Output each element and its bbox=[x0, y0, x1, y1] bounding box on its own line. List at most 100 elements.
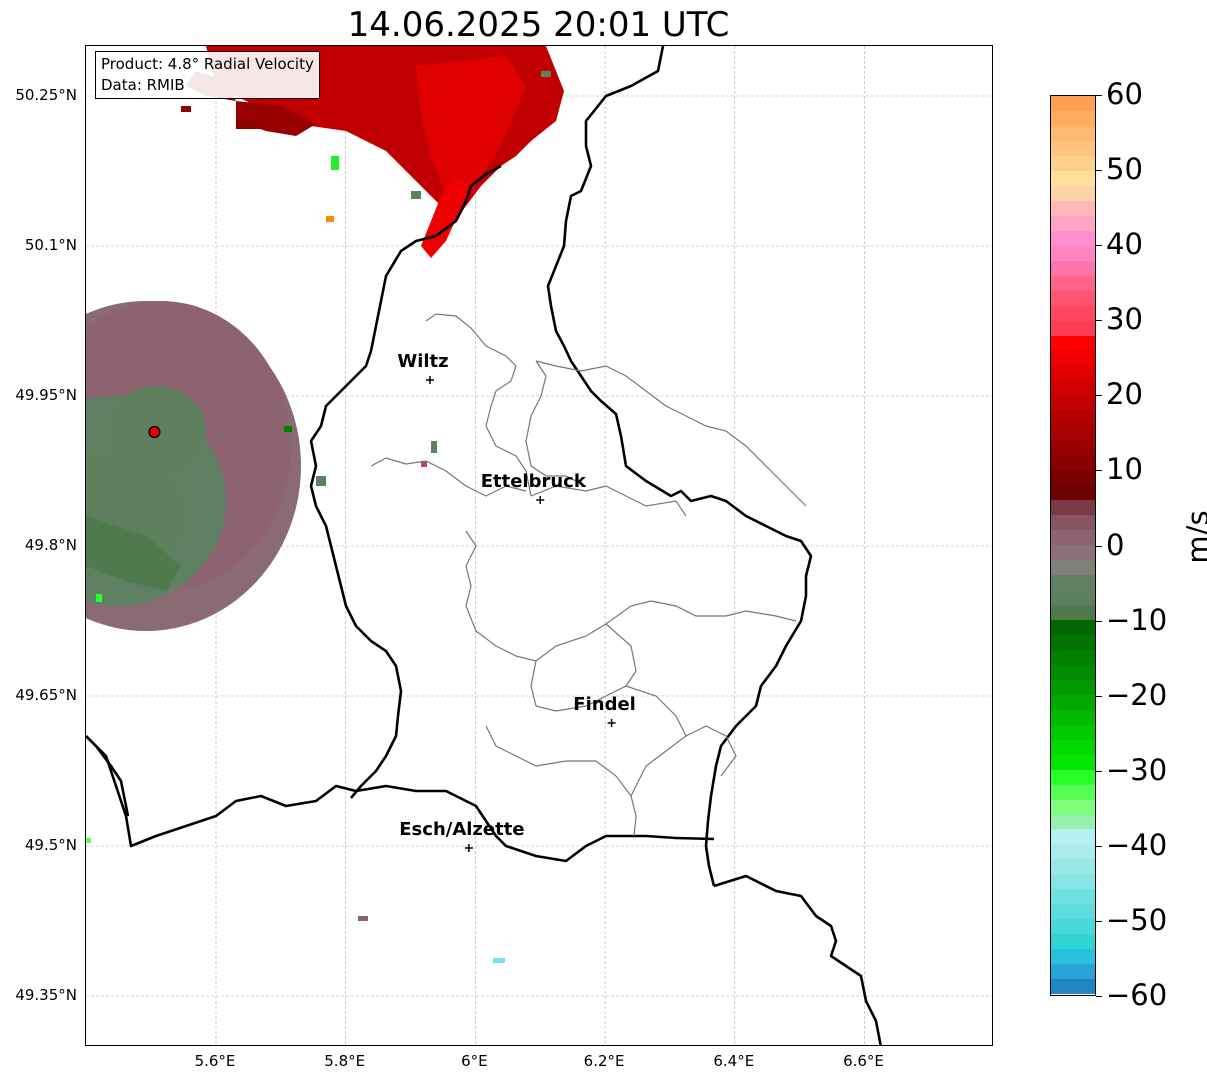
city-label: Findel bbox=[573, 694, 636, 715]
colorbar-segment bbox=[1051, 649, 1095, 665]
colorbar-segment bbox=[1051, 170, 1095, 186]
lat-tick-label: 49.8°N bbox=[24, 536, 77, 554]
city-marker bbox=[464, 844, 473, 852]
colorbar-segment bbox=[1051, 290, 1095, 306]
colorbar-segment bbox=[1051, 589, 1095, 605]
colorbar-segment bbox=[1051, 619, 1095, 635]
colorbar-segment bbox=[1051, 874, 1095, 890]
city-label: Wiltz bbox=[397, 351, 449, 372]
map-area bbox=[85, 45, 993, 1046]
colorbar-tick-mark bbox=[1096, 695, 1102, 697]
city-markers bbox=[426, 376, 616, 852]
colorbar-tick-mark bbox=[1096, 620, 1102, 622]
lon-tick-label: 6.6°E bbox=[843, 1052, 884, 1070]
colorbar-segment bbox=[1051, 110, 1095, 126]
colorbar-segment bbox=[1051, 829, 1095, 845]
colorbar-tick-label: 30 bbox=[1106, 302, 1143, 337]
city-label: Esch/Alzette bbox=[399, 819, 525, 840]
colorbar-segment bbox=[1051, 754, 1095, 770]
colorbar-segment bbox=[1051, 200, 1095, 216]
colorbar-segment bbox=[1051, 410, 1095, 426]
country-borders bbox=[86, 46, 882, 1045]
colorbar-segment bbox=[1051, 125, 1095, 141]
lat-tick-label: 49.95°N bbox=[15, 386, 77, 404]
colorbar-segment bbox=[1051, 694, 1095, 710]
colorbar-tick-label: 10 bbox=[1106, 452, 1143, 487]
colorbar-segment bbox=[1051, 859, 1095, 875]
colorbar-segment bbox=[1051, 515, 1095, 531]
colorbar-segment bbox=[1051, 889, 1095, 905]
map-canvas bbox=[86, 46, 992, 1045]
colorbar-tick-label: 20 bbox=[1106, 377, 1143, 412]
colorbar-segment bbox=[1051, 530, 1095, 546]
lat-tick-label: 49.35°N bbox=[15, 986, 77, 1004]
colorbar-tick-mark bbox=[1096, 170, 1102, 172]
colorbar-segment bbox=[1051, 575, 1095, 590]
colorbar-tick-label: 60 bbox=[1106, 77, 1143, 111]
data-source-label: Data: RMIB bbox=[101, 76, 185, 94]
lat-tick-label: 49.5°N bbox=[24, 836, 77, 854]
colorbar-tick-label: −10 bbox=[1106, 602, 1168, 637]
colorbar-segment bbox=[1051, 634, 1095, 650]
colorbar-tick-mark bbox=[1096, 470, 1102, 472]
colorbar-segment bbox=[1051, 904, 1095, 920]
colorbar-tick-mark bbox=[1096, 320, 1102, 322]
city-label: Ettelbruck bbox=[480, 471, 586, 492]
colorbar-segment bbox=[1051, 979, 1095, 995]
colorbar-segment bbox=[1051, 560, 1095, 575]
colorbar-segment bbox=[1051, 230, 1095, 246]
colorbar-tick-mark bbox=[1096, 245, 1102, 247]
colorbar-tick-label: −30 bbox=[1106, 752, 1168, 787]
colorbar-segment bbox=[1051, 260, 1095, 276]
colorbar-tick-mark bbox=[1096, 920, 1102, 922]
colorbar-segment bbox=[1051, 365, 1095, 381]
lon-tick-label: 6.2°E bbox=[583, 1052, 625, 1070]
lon-tick-label: 5.6°E bbox=[194, 1052, 236, 1070]
lon-tick-label: 5.8°E bbox=[324, 1052, 366, 1070]
product-info-box: Product: 4.8° Radial Velocity Data: RMIB bbox=[95, 51, 320, 99]
velocity-colorbar bbox=[1050, 95, 1096, 996]
city-marker bbox=[426, 376, 435, 384]
colorbar-segment bbox=[1051, 709, 1095, 725]
colorbar-segment bbox=[1051, 155, 1095, 171]
colorbar-segment bbox=[1051, 140, 1095, 156]
colorbar-segment bbox=[1051, 724, 1095, 740]
lon-tick-label: 6°E bbox=[461, 1052, 488, 1070]
colorbar-segment bbox=[1051, 335, 1095, 351]
colorbar-tick-label: −40 bbox=[1106, 827, 1168, 862]
product-label: Product: 4.8° Radial Velocity bbox=[101, 55, 314, 73]
colorbar-tick-label: −50 bbox=[1106, 902, 1168, 937]
colorbar-segment bbox=[1051, 679, 1095, 695]
colorbar-segment bbox=[1051, 664, 1095, 680]
colorbar-segment bbox=[1051, 799, 1095, 815]
colorbar-tick-mark bbox=[1096, 95, 1102, 96]
colorbar-segment bbox=[1051, 545, 1095, 561]
radar-site-marker bbox=[148, 425, 161, 439]
radar-echo-west bbox=[86, 301, 505, 963]
colorbar-segment bbox=[1051, 350, 1095, 366]
colorbar-segment bbox=[1051, 380, 1095, 396]
colorbar-segment bbox=[1051, 964, 1095, 980]
lon-tick-label: 6.4°E bbox=[713, 1052, 755, 1070]
lat-tick-label: 49.65°N bbox=[15, 686, 77, 704]
canton-borders bbox=[370, 313, 807, 837]
colorbar-segment bbox=[1051, 934, 1095, 950]
colorbar-tick-label: −20 bbox=[1106, 677, 1168, 712]
colorbar-segment bbox=[1051, 485, 1095, 501]
colorbar-segment bbox=[1051, 320, 1095, 336]
colorbar-segment bbox=[1051, 949, 1095, 965]
colorbar-segment bbox=[1051, 245, 1095, 261]
colorbar-segment bbox=[1051, 844, 1095, 860]
colorbar-segment bbox=[1051, 395, 1095, 411]
colorbar-segment bbox=[1051, 440, 1095, 456]
colorbar-tick-mark bbox=[1096, 845, 1102, 847]
colorbar-segment bbox=[1051, 470, 1095, 486]
colorbar-tick-label: 50 bbox=[1106, 152, 1143, 187]
colorbar-segment bbox=[1051, 500, 1095, 516]
colorbar-segment bbox=[1051, 604, 1095, 620]
colorbar-segment bbox=[1051, 814, 1095, 830]
lat-tick-label: 50.25°N bbox=[15, 86, 77, 104]
colorbar-segment bbox=[1051, 784, 1095, 800]
colorbar-segment bbox=[1051, 185, 1095, 201]
colorbar-tick-label: 0 bbox=[1106, 527, 1125, 562]
